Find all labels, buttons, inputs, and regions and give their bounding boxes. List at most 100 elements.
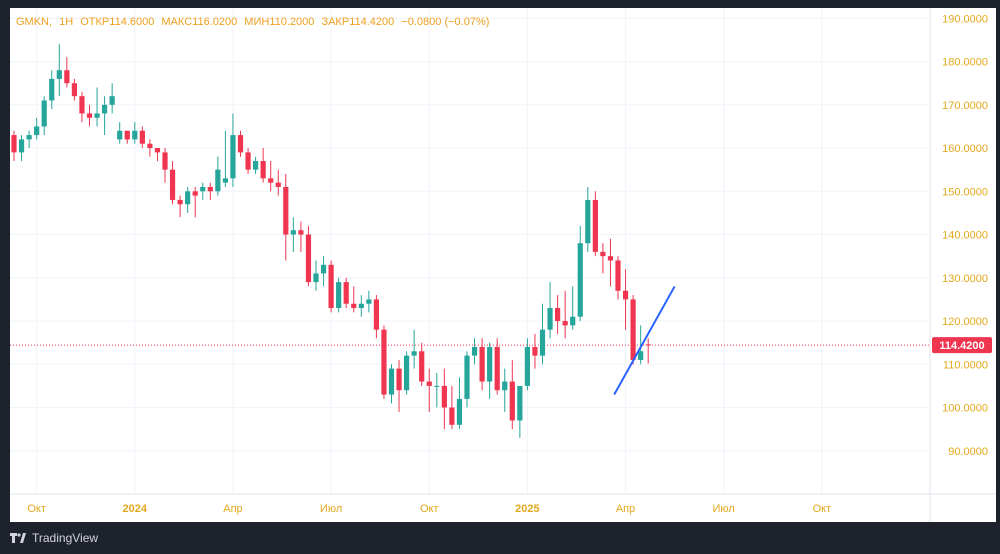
price-tick-label: 140.0000 [942, 230, 988, 242]
candle-body [434, 385, 440, 387]
price-tick-label: 100.0000 [942, 403, 988, 415]
candle-body [411, 351, 417, 356]
candle-body [555, 308, 561, 322]
time-tick-label: Окт [813, 503, 832, 515]
candle-body [139, 130, 145, 144]
legend-close-value: 114.4200 [349, 16, 395, 28]
legend-low-label: МИН [244, 16, 270, 28]
legend-low-value: 110.2000 [269, 16, 315, 28]
candle-body [260, 161, 266, 179]
time-tick-label: Апр [223, 503, 242, 515]
time-tick-label: Окт [420, 503, 439, 515]
time-tick-label: 2024 [123, 503, 148, 515]
legend-interval[interactable]: 1Н [59, 16, 74, 28]
candle-body [207, 186, 213, 192]
price-tick-label: 110.0000 [943, 359, 988, 371]
tradingview-logo-icon[interactable] [10, 533, 26, 543]
candle-body [18, 139, 25, 153]
candle-body [577, 243, 583, 317]
candle-body [524, 346, 530, 386]
candle-body [456, 398, 463, 425]
candle-body [102, 104, 108, 114]
symbol-legend: GMKN, 1Н ОТКР114.6000 МАКС116.0200 МИН11… [16, 16, 493, 28]
legend-open-value: 114.6000 [109, 16, 155, 28]
candle-body [396, 368, 402, 391]
time-tick-label: Окт [27, 503, 46, 515]
candle-body [585, 199, 591, 244]
candle-body [502, 381, 508, 391]
time-tick-label: Апр [616, 503, 635, 515]
candle-body [320, 264, 327, 274]
chart-area[interactable]: 90.0000 100.0000 110.0000 120.0000 130.0000 1… [10, 8, 996, 522]
time-tick-label: Июл [320, 503, 342, 515]
candle-body [200, 186, 206, 192]
legend-close-label: ЗАКР [321, 16, 350, 28]
candle-body [79, 96, 85, 114]
candle-body [162, 152, 168, 170]
brand-name[interactable]: TradingView [32, 531, 99, 545]
candle-body [373, 299, 379, 330]
candle-body [192, 191, 198, 196]
time-tick-label: 2025 [515, 503, 539, 515]
candle-body [404, 355, 410, 391]
legend-change-value: −0.0800 (−0.07%) [401, 16, 490, 28]
candle-body [494, 346, 500, 391]
candle-body [117, 130, 123, 140]
candle-body [94, 113, 100, 118]
candle-body [638, 351, 644, 360]
candle-body [419, 351, 425, 382]
candle-body [177, 199, 183, 205]
legend-high-value: 116.0200 [192, 16, 238, 28]
last-price-label-layer: 114.4200 [932, 337, 992, 354]
candle-body [34, 126, 40, 136]
candle-body [49, 78, 55, 101]
price-tick-label: 120.0000 [942, 316, 988, 328]
footer: TradingView [10, 528, 98, 548]
price-tick-label: 150.0000 [942, 186, 988, 198]
candle-body [86, 113, 93, 118]
candle-body [268, 178, 274, 183]
candle-body [449, 407, 455, 425]
candles-layer [11, 44, 651, 438]
candle-body [328, 264, 334, 309]
candle-body [600, 251, 606, 257]
candle-body [185, 191, 191, 205]
candle-body [509, 381, 515, 421]
legend-open-label: ОТКР [80, 16, 110, 28]
trendline [613, 285, 676, 396]
candle-body [570, 316, 576, 326]
last-price-label-bg [932, 337, 992, 354]
price-tick-label: 160.0000 [942, 143, 988, 155]
candle-body [41, 100, 47, 127]
candle-body [147, 143, 153, 149]
legend-symbol[interactable]: GMKN [16, 16, 49, 28]
candle-body [237, 135, 244, 153]
candle-body [487, 346, 493, 382]
legend-high-label: МАКС [161, 16, 193, 28]
candle-body [215, 169, 221, 192]
candle-body [124, 130, 130, 140]
candle-body [275, 182, 281, 187]
candle-body [607, 256, 614, 261]
candle-body [56, 70, 62, 79]
trendline-layer [613, 285, 676, 396]
candle-body [26, 135, 32, 140]
candle-body [539, 329, 546, 356]
candle-body [313, 273, 319, 283]
candle-body [645, 344, 651, 346]
candle-body [222, 178, 228, 183]
candle-body [622, 290, 629, 300]
grid [10, 8, 996, 522]
candle-body [253, 161, 259, 170]
time-tick-label: Июл [713, 503, 735, 515]
candle-body [169, 169, 176, 200]
candle-body [381, 329, 387, 395]
candle-body [630, 299, 636, 360]
candle-body [547, 308, 553, 330]
candle-body [109, 96, 115, 105]
candle-body [388, 368, 395, 395]
price-tick-label: 90.0000 [948, 446, 988, 458]
candle-body [290, 230, 296, 235]
candlestick-chart[interactable]: 90.0000 100.0000 110.0000 120.0000 130.0000 1… [10, 8, 996, 522]
